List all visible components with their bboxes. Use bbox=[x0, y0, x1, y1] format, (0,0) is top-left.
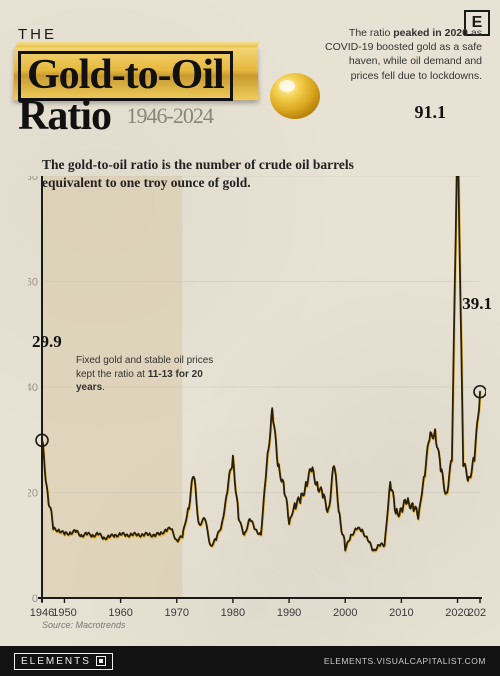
svg-text:2024: 2024 bbox=[468, 607, 486, 619]
last-value-label: 39.1 bbox=[462, 294, 492, 314]
svg-text:1970: 1970 bbox=[165, 607, 189, 619]
svg-text:1950: 1950 bbox=[52, 607, 76, 619]
chart-svg: 0 20 40 60 80 19461950 1960 1970 1980 1990 2000 201… bbox=[28, 176, 486, 628]
svg-text:20: 20 bbox=[28, 488, 38, 500]
title-line-2: Ratio 1946-2024 bbox=[18, 97, 482, 137]
svg-text:1946: 1946 bbox=[30, 607, 54, 619]
svg-text:1990: 1990 bbox=[277, 607, 301, 619]
svg-text:1960: 1960 bbox=[108, 607, 132, 619]
title-ratio: Ratio bbox=[18, 93, 111, 139]
first-value-label: 29.9 bbox=[32, 332, 62, 352]
svg-text:1980: 1980 bbox=[221, 607, 245, 619]
source-text: Source: Macrotrends bbox=[42, 620, 126, 630]
footer-brand-text: ELEMENTS bbox=[21, 656, 91, 667]
svg-text:2000: 2000 bbox=[333, 607, 357, 619]
svg-text:2020: 2020 bbox=[445, 607, 469, 619]
first-annotation: Fixed gold and stable oil prices kept th… bbox=[76, 354, 216, 395]
footer-brand: ELEMENTS bbox=[14, 653, 113, 670]
subtitle: The gold-to-oil ratio is the number of c… bbox=[42, 156, 362, 192]
svg-text:0: 0 bbox=[32, 593, 38, 605]
footer-brand-icon bbox=[96, 656, 106, 666]
svg-text:60: 60 bbox=[28, 277, 38, 289]
svg-text:40: 40 bbox=[28, 382, 38, 394]
chart-area: The gold-to-oil ratio is the number of c… bbox=[28, 176, 486, 628]
footer-url: ELEMENTS.VISUALCAPITALIST.COM bbox=[324, 656, 486, 666]
title-years: 1946-2024 bbox=[127, 106, 213, 127]
svg-text:80: 80 bbox=[28, 176, 38, 183]
footer: ELEMENTS ELEMENTS.VISUALCAPITALIST.COM bbox=[0, 646, 500, 676]
svg-text:2010: 2010 bbox=[389, 607, 413, 619]
